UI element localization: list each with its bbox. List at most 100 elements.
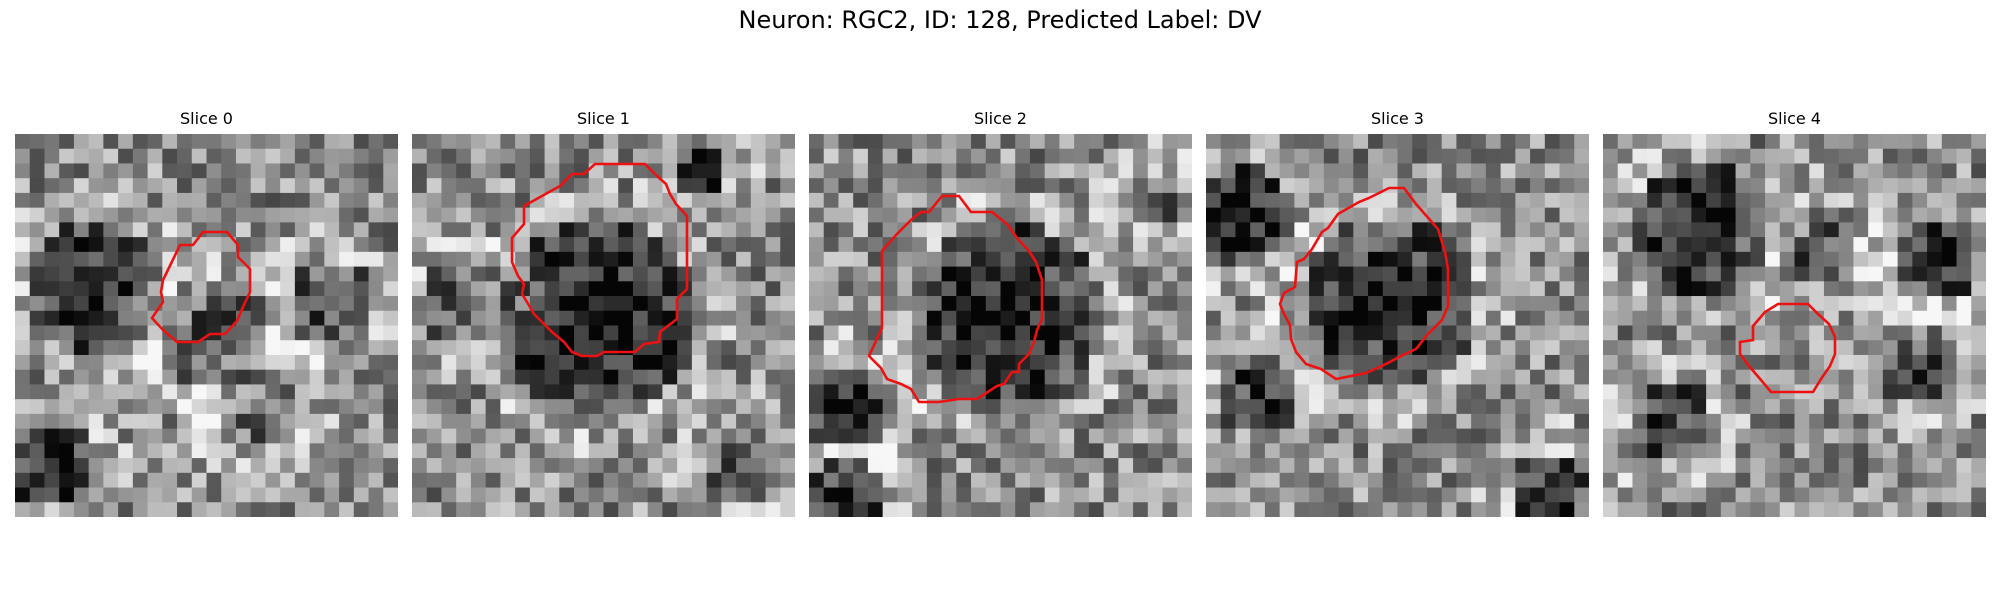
image-pixel — [941, 340, 957, 356]
image-pixel — [574, 134, 590, 150]
image-pixel — [838, 472, 854, 489]
image-pixel — [1103, 413, 1119, 430]
image-pixel — [1691, 399, 1707, 415]
image-pixel — [1103, 443, 1119, 459]
image-pixel — [191, 134, 208, 150]
image-pixel — [1868, 472, 1884, 489]
image-pixel — [412, 399, 428, 415]
image-pixel — [1220, 192, 1237, 209]
image-pixel — [603, 148, 619, 165]
image-pixel — [1765, 340, 1781, 356]
image-pixel — [1765, 192, 1781, 209]
image-pixel — [1647, 237, 1663, 253]
image-pixel — [1838, 296, 1855, 312]
image-pixel — [677, 369, 693, 386]
image-pixel — [1412, 354, 1428, 371]
image-pixel — [235, 384, 252, 400]
image-pixel — [1515, 281, 1531, 297]
image-pixel — [250, 266, 267, 282]
image-pixel — [1015, 340, 1031, 356]
image-pixel — [662, 399, 678, 415]
image-pixel — [618, 178, 634, 194]
image-pixel — [1206, 369, 1222, 386]
image-pixel — [470, 487, 487, 503]
image-pixel — [1676, 296, 1692, 312]
image-pixel — [662, 178, 678, 194]
image-pixel — [29, 163, 46, 179]
image-pixel — [1029, 251, 1046, 268]
image-pixel — [1941, 502, 1958, 517]
image-pixel — [1603, 192, 1619, 209]
image-pixel — [603, 502, 619, 517]
image-pixel — [1397, 207, 1413, 223]
image-pixel — [1838, 502, 1855, 517]
image-pixel — [1162, 281, 1178, 297]
image-pixel — [280, 384, 296, 400]
image-pixel — [618, 222, 634, 238]
image-pixel — [588, 472, 605, 489]
image-pixel — [1750, 399, 1766, 415]
image-pixel — [1603, 251, 1619, 268]
image-pixel — [1235, 134, 1251, 150]
image-pixel — [1426, 163, 1443, 179]
image-pixel — [574, 310, 590, 327]
image-pixel — [603, 251, 619, 268]
image-pixel — [1279, 178, 1295, 194]
image-pixel — [1147, 207, 1164, 223]
slice-image-svg — [809, 134, 1192, 517]
image-pixel — [1000, 222, 1016, 238]
image-pixel — [1264, 502, 1281, 517]
image-pixel — [103, 178, 119, 194]
image-pixel — [1574, 134, 1589, 150]
image-pixel — [280, 428, 296, 444]
image-pixel — [1059, 325, 1075, 341]
image-pixel — [1720, 281, 1737, 297]
image-pixel — [706, 369, 722, 386]
image-pixel — [1956, 487, 1972, 503]
image-pixel — [632, 428, 649, 444]
image-pixel — [677, 502, 693, 517]
image-pixel — [853, 310, 869, 327]
image-pixel — [1074, 296, 1090, 312]
image-pixel — [1177, 148, 1192, 165]
image-pixel — [1853, 134, 1869, 150]
image-pixel — [1323, 472, 1340, 489]
image-pixel — [765, 222, 781, 238]
image-pixel — [1809, 502, 1825, 517]
image-pixel — [1015, 325, 1031, 341]
image-pixel — [441, 251, 457, 268]
image-pixel — [383, 134, 398, 150]
image-pixel — [691, 428, 708, 444]
image-pixel — [1838, 413, 1855, 430]
image-pixel — [985, 502, 1002, 517]
image-pixel — [73, 413, 90, 430]
image-pixel — [1353, 237, 1369, 253]
image-pixel — [500, 443, 516, 459]
image-pixel — [29, 134, 46, 150]
image-pixel — [412, 296, 428, 312]
image-pixel — [1264, 178, 1281, 194]
image-pixel — [1868, 443, 1884, 459]
image-pixel — [809, 502, 825, 517]
image-pixel — [1382, 325, 1399, 341]
image-pixel — [1015, 310, 1031, 327]
image-pixel — [1206, 207, 1222, 223]
image-pixel — [750, 163, 767, 179]
image-pixel — [59, 384, 75, 400]
image-pixel — [1368, 134, 1384, 150]
image-pixel — [691, 399, 708, 415]
image-pixel — [1559, 443, 1575, 459]
image-pixel — [250, 251, 267, 268]
image-pixel — [1530, 296, 1546, 312]
image-pixel — [882, 354, 898, 371]
image-pixel — [1162, 207, 1178, 223]
image-pixel — [1015, 148, 1031, 165]
image-pixel — [1264, 472, 1281, 489]
image-pixel — [1927, 296, 1943, 312]
image-pixel — [1338, 325, 1354, 341]
image-pixel — [721, 222, 737, 238]
image-pixel — [706, 207, 722, 223]
image-pixel — [721, 325, 737, 341]
image-pixel — [971, 428, 987, 444]
image-pixel — [132, 134, 149, 150]
